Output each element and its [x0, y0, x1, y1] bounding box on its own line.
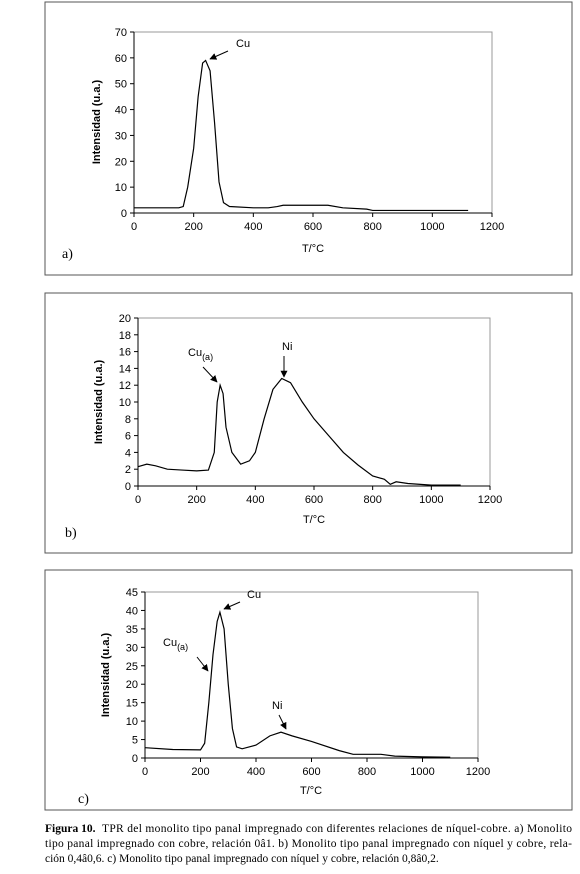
- x-tick-label: 1000: [420, 221, 444, 233]
- annotation-arrow: [278, 714, 287, 730]
- y-axis-label: Intensidad (u.a.): [91, 79, 103, 164]
- y-tick-label: 10: [119, 397, 131, 409]
- y-tick-label: 0: [132, 753, 138, 765]
- y-tick-label: 30: [115, 130, 127, 142]
- annotation: Cu: [247, 589, 261, 601]
- y-tick-label: 0: [121, 208, 127, 220]
- panel-label: b): [65, 526, 77, 541]
- y-tick-label: 15: [126, 698, 138, 710]
- y-tick-label: 40: [126, 605, 138, 617]
- x-tick-label: 800: [358, 766, 376, 778]
- plot-area: [137, 317, 491, 487]
- panel-frame: [44, 1, 573, 276]
- x-tick-label: 200: [191, 766, 209, 778]
- annotation-text: Cu: [247, 589, 261, 601]
- y-tick-label: 5: [132, 735, 138, 747]
- annotation: Cu(a): [163, 637, 188, 652]
- annotation: Cu: [236, 38, 250, 50]
- caption-label: Figura 10.: [45, 823, 96, 835]
- y-tick-label: 40: [115, 105, 127, 117]
- y-tick-label: 20: [115, 156, 127, 168]
- annotation-sub: (a): [177, 642, 188, 652]
- annotation-text: Cu: [236, 38, 250, 50]
- annotation-text: Ni: [282, 341, 292, 353]
- y-tick-label: 10: [126, 716, 138, 728]
- annotation-arrow: [196, 656, 209, 672]
- annotation-sub: (a): [202, 352, 213, 362]
- annotation-text: Cu: [163, 637, 177, 649]
- x-tick-label: 400: [247, 766, 265, 778]
- y-tick-label: 20: [119, 313, 131, 325]
- x-tick-label: 200: [187, 494, 205, 506]
- x-tick-label: 800: [363, 494, 381, 506]
- annotation: Ni: [282, 341, 292, 353]
- annotation-text: Ni: [272, 700, 282, 712]
- y-tick-label: 16: [119, 347, 131, 359]
- y-tick-label: 70: [115, 27, 127, 39]
- x-axis-label: T/°C: [300, 785, 322, 797]
- plot-area: [144, 591, 479, 759]
- y-tick-label: 30: [126, 642, 138, 654]
- data-line: [134, 59, 469, 212]
- x-tick-label: 200: [184, 221, 202, 233]
- annotation: Ni: [272, 700, 282, 712]
- x-tick-label: 1200: [480, 221, 504, 233]
- y-axis-label: Intensidad (u.a.): [100, 632, 112, 717]
- x-tick-label: 800: [363, 221, 381, 233]
- panel-frame: [44, 292, 573, 554]
- y-tick-label: 0: [125, 481, 131, 493]
- y-tick-label: 45: [126, 587, 138, 599]
- y-tick-label: 20: [126, 679, 138, 691]
- x-tick-label: 0: [135, 494, 141, 506]
- x-tick-label: 1000: [419, 494, 443, 506]
- y-tick-label: 60: [115, 53, 127, 65]
- caption-line: TPR del monolito tipo panal impregnado c…: [102, 823, 572, 835]
- y-tick-label: 35: [126, 624, 138, 636]
- annotation-arrow: [223, 601, 241, 610]
- annotation: Cu(a): [188, 347, 213, 362]
- x-tick-label: 1000: [410, 766, 434, 778]
- y-tick-label: 10: [115, 182, 127, 194]
- x-tick-label: 600: [305, 494, 323, 506]
- x-tick-label: 1200: [466, 766, 490, 778]
- y-tick-label: 4: [125, 447, 131, 459]
- x-tick-label: 600: [302, 766, 320, 778]
- y-tick-label: 50: [115, 79, 127, 91]
- x-tick-label: 0: [142, 766, 148, 778]
- y-tick-label: 12: [119, 380, 131, 392]
- caption-line: tipo panal impregnado con cobre, relació…: [45, 838, 572, 850]
- data-line: [144, 610, 451, 758]
- y-tick-label: 2: [125, 464, 131, 476]
- x-tick-label: 0: [131, 221, 137, 233]
- annotation-arrow: [209, 50, 229, 60]
- x-axis-label: T/°C: [302, 243, 324, 255]
- y-axis-label: Intensidad (u.a.): [93, 359, 105, 444]
- panel-label: a): [62, 247, 73, 262]
- x-axis-label: T/°C: [303, 514, 325, 526]
- caption-line: ción 0,4â0,6. c) Monolito tipo panal imp…: [45, 853, 439, 865]
- x-tick-label: 400: [244, 221, 262, 233]
- annotation-text: Cu: [188, 347, 202, 359]
- panel-frame: [44, 569, 573, 811]
- x-tick-label: 400: [246, 494, 264, 506]
- y-tick-label: 25: [126, 661, 138, 673]
- panel-label: c): [78, 792, 89, 807]
- y-tick-label: 18: [119, 330, 131, 342]
- y-tick-label: 8: [125, 414, 131, 426]
- y-tick-label: 6: [125, 431, 131, 443]
- annotation-arrow: [202, 366, 218, 383]
- y-tick-label: 14: [119, 363, 131, 375]
- data-line: [137, 377, 461, 486]
- x-tick-label: 1200: [478, 494, 502, 506]
- x-tick-label: 600: [304, 221, 322, 233]
